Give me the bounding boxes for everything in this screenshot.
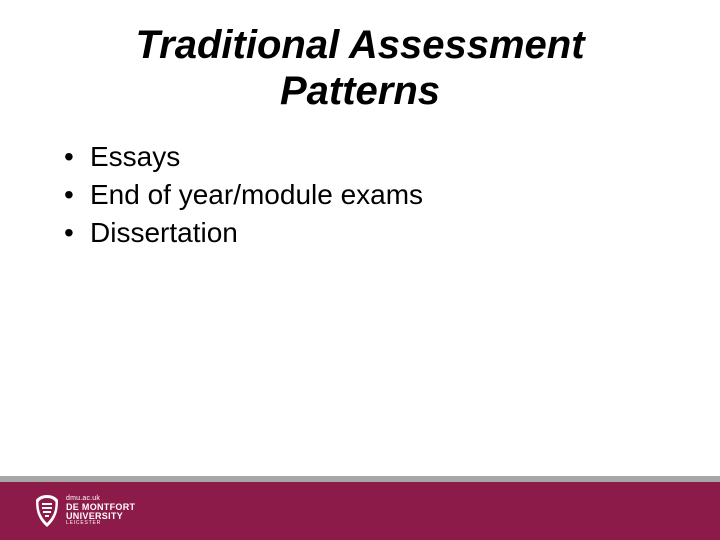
title-line-2: Patterns xyxy=(280,69,440,113)
list-item: Dissertation xyxy=(64,214,720,252)
footer-brand-bar: dmu.ac.uk DE MONTFORT UNIVERSITY LEICEST… xyxy=(0,482,720,540)
slide: Traditional Assessment Patterns Essays E… xyxy=(0,0,720,540)
logo-text: dmu.ac.uk DE MONTFORT UNIVERSITY LEICEST… xyxy=(66,495,135,526)
list-item: End of year/module exams xyxy=(64,176,720,214)
logo-city: LEICESTER xyxy=(66,521,135,526)
university-logo: dmu.ac.uk DE MONTFORT UNIVERSITY LEICEST… xyxy=(34,494,135,528)
slide-title: Traditional Assessment Patterns xyxy=(0,0,720,114)
bullet-list: Essays End of year/module exams Disserta… xyxy=(0,138,720,251)
list-item: Essays xyxy=(64,138,720,176)
logo-crest-icon xyxy=(34,494,60,528)
footer: dmu.ac.uk DE MONTFORT UNIVERSITY LEICEST… xyxy=(0,476,720,540)
title-line-1: Traditional Assessment xyxy=(135,23,584,67)
